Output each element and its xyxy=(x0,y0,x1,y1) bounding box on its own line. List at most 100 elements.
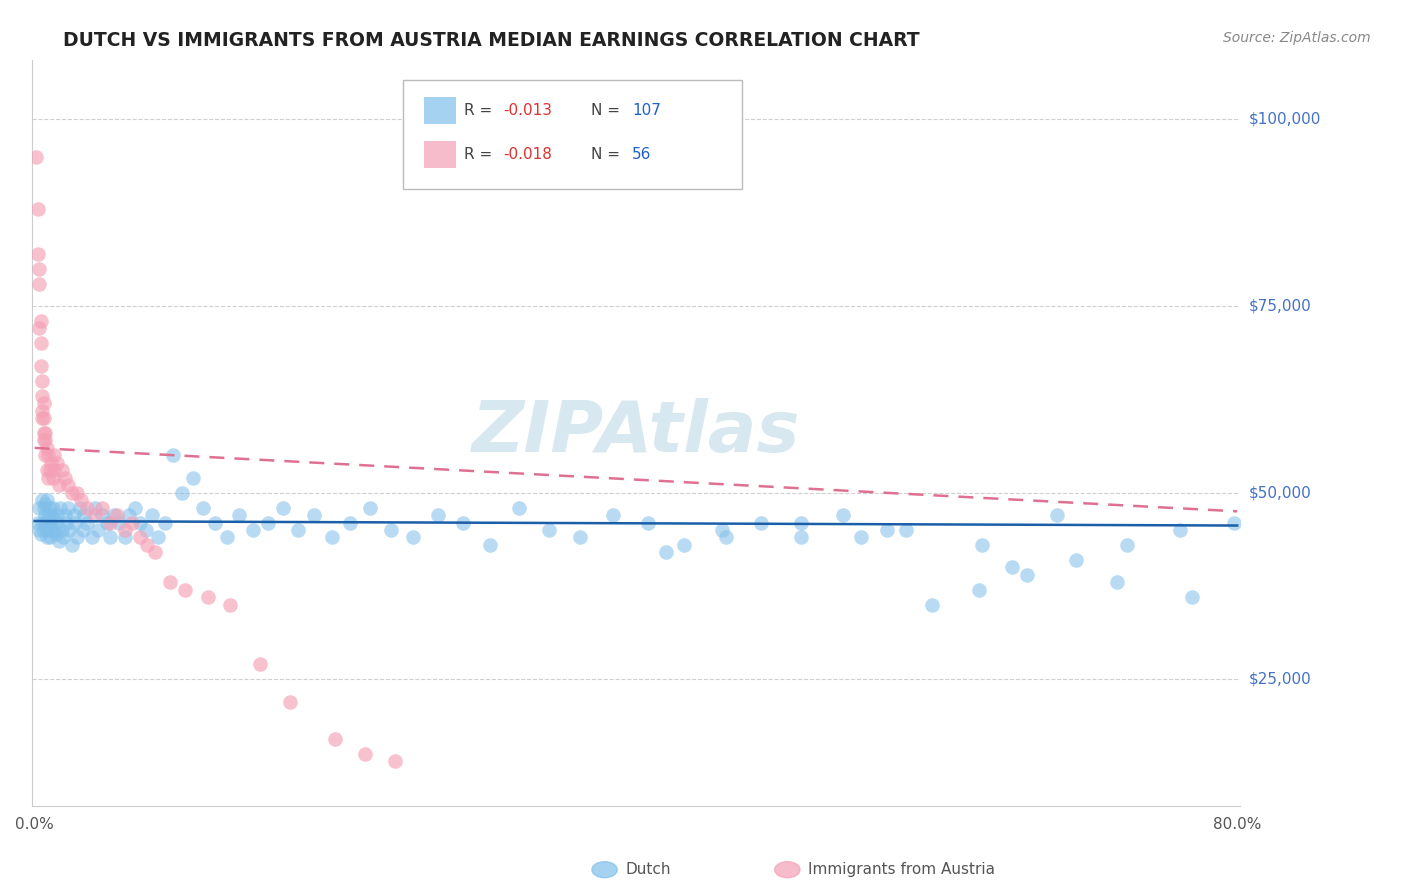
Point xyxy=(217,531,239,545)
Point xyxy=(69,500,91,515)
Point xyxy=(339,516,361,530)
Point xyxy=(323,732,346,747)
Point xyxy=(56,500,79,515)
Point xyxy=(37,519,59,533)
Point xyxy=(53,508,76,522)
Point xyxy=(28,321,51,335)
Point xyxy=(52,531,75,545)
Point xyxy=(35,531,58,545)
Point xyxy=(219,598,242,612)
Point xyxy=(108,516,131,530)
Point xyxy=(673,538,696,552)
Point xyxy=(46,456,69,470)
Point xyxy=(162,448,184,462)
Point xyxy=(80,531,103,545)
Point xyxy=(204,516,226,530)
Point xyxy=(191,500,214,515)
Point xyxy=(790,516,813,530)
Point xyxy=(48,534,70,549)
Point xyxy=(83,508,105,522)
FancyBboxPatch shape xyxy=(425,141,456,168)
Point xyxy=(60,538,83,552)
Point xyxy=(34,497,56,511)
Point xyxy=(41,512,63,526)
Point xyxy=(35,463,58,477)
Point xyxy=(851,531,873,545)
Point xyxy=(321,531,343,545)
Point xyxy=(508,500,530,515)
Point xyxy=(34,448,56,462)
Point xyxy=(1105,575,1128,590)
Point xyxy=(37,448,59,462)
Text: N =: N = xyxy=(591,147,626,162)
Point xyxy=(710,523,733,537)
Point xyxy=(53,471,76,485)
Point xyxy=(967,582,990,597)
Point xyxy=(37,471,59,485)
Point xyxy=(146,531,169,545)
Point xyxy=(72,523,94,537)
Point xyxy=(170,485,193,500)
Point xyxy=(35,523,58,537)
Point xyxy=(48,478,70,492)
Point xyxy=(118,508,141,522)
Point xyxy=(896,523,918,537)
Point xyxy=(970,538,993,552)
Point xyxy=(32,396,55,410)
Point xyxy=(103,508,125,522)
Point xyxy=(155,516,177,530)
Point xyxy=(1015,567,1038,582)
Text: $75,000: $75,000 xyxy=(1249,299,1312,313)
Point xyxy=(602,508,624,522)
Point xyxy=(38,500,60,515)
Point xyxy=(128,531,150,545)
Point xyxy=(354,747,377,761)
Point xyxy=(124,500,146,515)
Point xyxy=(46,516,69,530)
Point xyxy=(31,374,53,388)
Point xyxy=(121,516,143,530)
Point xyxy=(30,314,52,328)
Point xyxy=(426,508,449,522)
Point xyxy=(27,202,49,216)
Point xyxy=(1223,516,1246,530)
Point xyxy=(136,538,159,552)
Point xyxy=(278,695,301,709)
Point xyxy=(46,508,69,522)
Point xyxy=(143,545,166,559)
Point xyxy=(1116,538,1139,552)
Point xyxy=(128,516,150,530)
Point xyxy=(197,591,219,605)
Point xyxy=(38,463,60,477)
Point xyxy=(41,471,63,485)
Point xyxy=(51,463,73,477)
Point xyxy=(1168,523,1191,537)
Point xyxy=(34,508,56,522)
Point xyxy=(159,575,181,590)
Point xyxy=(31,516,53,530)
Point xyxy=(1001,560,1024,574)
FancyBboxPatch shape xyxy=(425,97,456,124)
Point xyxy=(304,508,326,522)
Point xyxy=(28,277,51,291)
Point xyxy=(45,526,67,541)
Point xyxy=(32,411,55,425)
Point xyxy=(49,500,72,515)
Point xyxy=(174,582,197,597)
Text: N =: N = xyxy=(591,103,626,118)
Point xyxy=(41,500,63,515)
Point xyxy=(114,523,136,537)
Point xyxy=(76,500,98,515)
Point xyxy=(832,508,855,522)
Point xyxy=(73,508,96,522)
Point xyxy=(30,336,52,351)
Point xyxy=(32,523,55,537)
Point xyxy=(28,523,51,537)
Point xyxy=(105,508,128,522)
Point xyxy=(1046,508,1069,522)
Point xyxy=(62,508,84,522)
Point xyxy=(135,523,157,537)
Point xyxy=(76,516,98,530)
Point xyxy=(44,463,66,477)
Point xyxy=(34,434,56,448)
